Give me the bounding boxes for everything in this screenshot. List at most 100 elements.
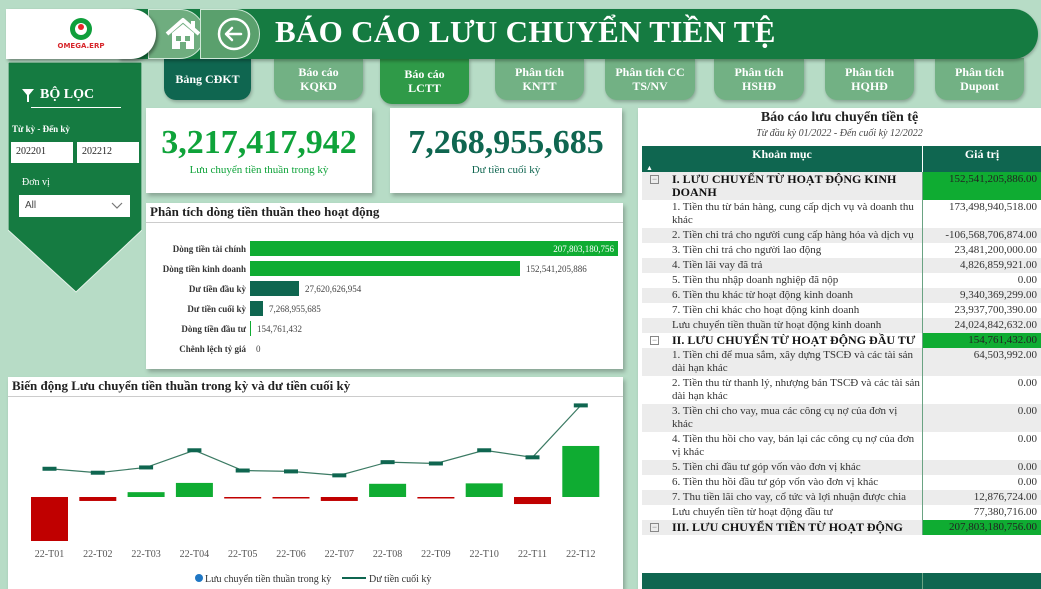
table-row[interactable]: 2. Tiền chi trả cho người cung cấp hàng … <box>642 228 1041 243</box>
table-header: Khoản mục ▲ Giá trị <box>642 146 1041 172</box>
table-row[interactable]: 3. Tiền chi trả cho người lao động 23,481… <box>642 243 1041 258</box>
tab-phan-tich-kntt[interactable]: Phân tích KNTT <box>495 58 584 100</box>
table-section-row[interactable]: − I. LƯU CHUYỂN TỪ HOẠT ĐỘNG KINH DOANH 15… <box>642 172 1041 200</box>
bar[interactable] <box>250 301 263 316</box>
table-row[interactable]: Lưu chuyển tiền từ hoạt động đầu tư 77,38… <box>642 505 1041 520</box>
line-marker[interactable] <box>42 466 57 471</box>
cell-value: 0.00 <box>1017 433 1037 445</box>
bar-row[interactable]: Dòng tiền kinh doanh 152,541,205,886 <box>146 261 623 278</box>
home-button[interactable] <box>148 9 205 59</box>
bar[interactable] <box>250 261 520 276</box>
bar-row[interactable]: Dư tiền đầu kỳ 27,620,626,954 <box>146 281 623 298</box>
bar[interactable] <box>224 497 262 499</box>
legend-label[interactable]: Dư tiền cuối kỳ <box>369 574 431 585</box>
bar[interactable] <box>417 497 455 499</box>
bar-row[interactable]: Dòng tiền đầu tư 154,761,432 <box>146 321 623 338</box>
ending-cash-line[interactable] <box>49 404 582 476</box>
bar-row[interactable]: Chênh lệch tỷ giá 0 <box>146 341 623 358</box>
cell-item: 3. Tiền chi cho vay, mua các công cụ nợ … <box>642 404 923 432</box>
table-row[interactable]: 7. Tiền chi khác cho hoạt động kinh doan… <box>642 303 1041 318</box>
line-marker[interactable] <box>477 448 492 453</box>
line-marker[interactable] <box>139 465 154 470</box>
table-row[interactable]: 5. Tiền chi đầu tư góp vốn vào đơn vị kh… <box>642 460 1041 475</box>
tab-bao-cao-lctt[interactable]: Báo cáo LCTT <box>380 58 469 104</box>
table-row[interactable]: 6. Tiền thu khác từ hoạt động kinh doanh… <box>642 288 1041 303</box>
line-marker[interactable] <box>284 469 298 474</box>
bar[interactable] <box>250 321 251 336</box>
kpi-value: 3,217,417,942 <box>161 124 357 161</box>
table-section-row[interactable]: − II. LƯU CHUYỂN TỪ HOẠT ĐỘNG ĐẦU TƯ 154,7… <box>642 333 1041 348</box>
table-section-row[interactable]: − III. LƯU CHUYỂN TIỀN TỪ HOẠT ĐỘNG 207,80… <box>642 520 1041 535</box>
tab-bang-cdkt[interactable]: Bảng CĐKT <box>164 58 251 100</box>
bar[interactable] <box>250 241 618 256</box>
bar-value: 0 <box>256 344 261 354</box>
bar[interactable] <box>79 497 117 501</box>
line-marker[interactable] <box>525 455 540 460</box>
column-header-value[interactable]: Giá trị <box>964 147 1000 161</box>
bar[interactable] <box>31 497 68 541</box>
bar[interactable] <box>369 483 407 497</box>
table-row[interactable]: 2. Tiền thu từ thanh lý, nhượng bán TSCĐ… <box>642 376 1041 404</box>
tab-phan-tich-hqhd[interactable]: Phân tích HQHĐ <box>825 58 914 100</box>
cell-item: Lưu chuyển tiền từ hoạt động đầu tư <box>642 505 923 520</box>
bar[interactable] <box>175 482 213 497</box>
bar-value: 207,803,180,756 <box>553 244 614 254</box>
cell-item-text: 2. Tiền chi trả cho người cung cấp hàng … <box>672 229 914 241</box>
legend-label[interactable]: Lưu chuyển tiền thuần trong kỳ <box>205 574 331 585</box>
bar-row[interactable]: Dư tiền cuối kỳ 7,268,955,685 <box>146 301 623 318</box>
cell-item: − III. LƯU CHUYỂN TIỀN TỪ HOẠT ĐỘNG <box>642 520 923 535</box>
collapse-icon[interactable]: − <box>650 174 659 184</box>
line-marker[interactable] <box>332 473 347 478</box>
table-row[interactable]: 1. Tiền chi để mua sắm, xây dựng TSCĐ và… <box>642 348 1041 376</box>
bar-label: Dòng tiền đầu tư <box>181 324 246 334</box>
tab-phan-tich-dupont[interactable]: Phân tích Dupont <box>935 58 1024 100</box>
bar[interactable] <box>272 497 310 499</box>
header-bar <box>120 9 1038 59</box>
cell-item-text: 5. Tiền thu nhập doanh nghiệp đã nộp <box>672 274 839 286</box>
back-button[interactable] <box>200 9 260 59</box>
bar-row[interactable]: Dòng tiền tài chính 207,803,180,756 <box>146 241 623 258</box>
column-header-item[interactable]: Khoản mục ▲ <box>642 146 923 172</box>
table-row[interactable]: 7. Thu tiền lãi cho vay, cổ tức và lợi n… <box>642 490 1041 505</box>
x-tick-label: 22-T02 <box>83 549 112 560</box>
bar[interactable] <box>250 281 299 296</box>
unit-select[interactable]: All <box>19 195 130 217</box>
sort-up-icon[interactable]: ▲ <box>646 164 653 172</box>
collapse-icon[interactable]: − <box>650 522 659 532</box>
bar[interactable] <box>514 497 551 505</box>
collapse-icon[interactable]: − <box>650 335 659 345</box>
period-from-input[interactable]: 202201 <box>11 142 73 163</box>
bar[interactable] <box>127 492 165 497</box>
table-row[interactable]: 6. Tiền thu hồi đầu tư góp vốn vào đơn v… <box>642 475 1041 490</box>
filter-icon <box>22 88 34 102</box>
table-row[interactable]: 5. Tiền thu nhập doanh nghiệp đã nộp 0.00 <box>642 273 1041 288</box>
x-tick-label: 22-T03 <box>131 549 160 560</box>
tab-label: Phân tích HSHĐ <box>734 64 784 93</box>
column-label: Khoản mục <box>752 147 812 161</box>
cell-item: 2. Tiền chi trả cho người cung cấp hàng … <box>642 228 923 243</box>
line-marker[interactable] <box>235 468 250 473</box>
bar[interactable] <box>562 445 600 497</box>
line-marker[interactable] <box>187 448 202 453</box>
cell-item: 4. Tiền thu hồi cho vay, bán lại các côn… <box>642 432 923 460</box>
period-to-input[interactable]: 202212 <box>77 142 139 163</box>
tab-bao-cao-kqkd[interactable]: Báo cáo KQKD <box>274 58 363 100</box>
table-row[interactable]: 1. Tiền thu từ bán hàng, cung cấp dịch v… <box>642 200 1041 228</box>
table-row[interactable]: 4. Tiền lãi vay đã trả 4,826,859,921.00 <box>642 258 1041 273</box>
tab-phan-tich-cc-ts-nv[interactable]: Phân tích CC TS/NV <box>605 58 695 100</box>
line-marker[interactable] <box>428 461 443 466</box>
line-marker[interactable] <box>90 470 105 475</box>
unit-label: Đơn vị <box>22 177 50 188</box>
table-row[interactable]: Lưu chuyển tiền thuần từ hoạt động kinh … <box>642 318 1041 333</box>
table-row[interactable]: 4. Tiền thu hồi cho vay, bán lại các côn… <box>642 432 1041 460</box>
bar[interactable] <box>465 483 503 497</box>
tab-phan-tich-hshd[interactable]: Phân tích HSHĐ <box>714 58 804 100</box>
line-marker[interactable] <box>380 460 395 465</box>
line-marker[interactable] <box>573 403 588 408</box>
bar[interactable] <box>320 497 358 501</box>
cell-item-text: 2. Tiền thu từ thanh lý, nhượng bán TSCĐ… <box>672 377 920 402</box>
table-title: Báo cáo lưu chuyển tiền tệ <box>760 110 919 125</box>
cell-value: 154,761,432.00 <box>923 333 1041 348</box>
table-row[interactable]: 3. Tiền chi cho vay, mua các công cụ nợ … <box>642 404 1041 432</box>
x-tick-label: 22-T12 <box>566 549 595 560</box>
